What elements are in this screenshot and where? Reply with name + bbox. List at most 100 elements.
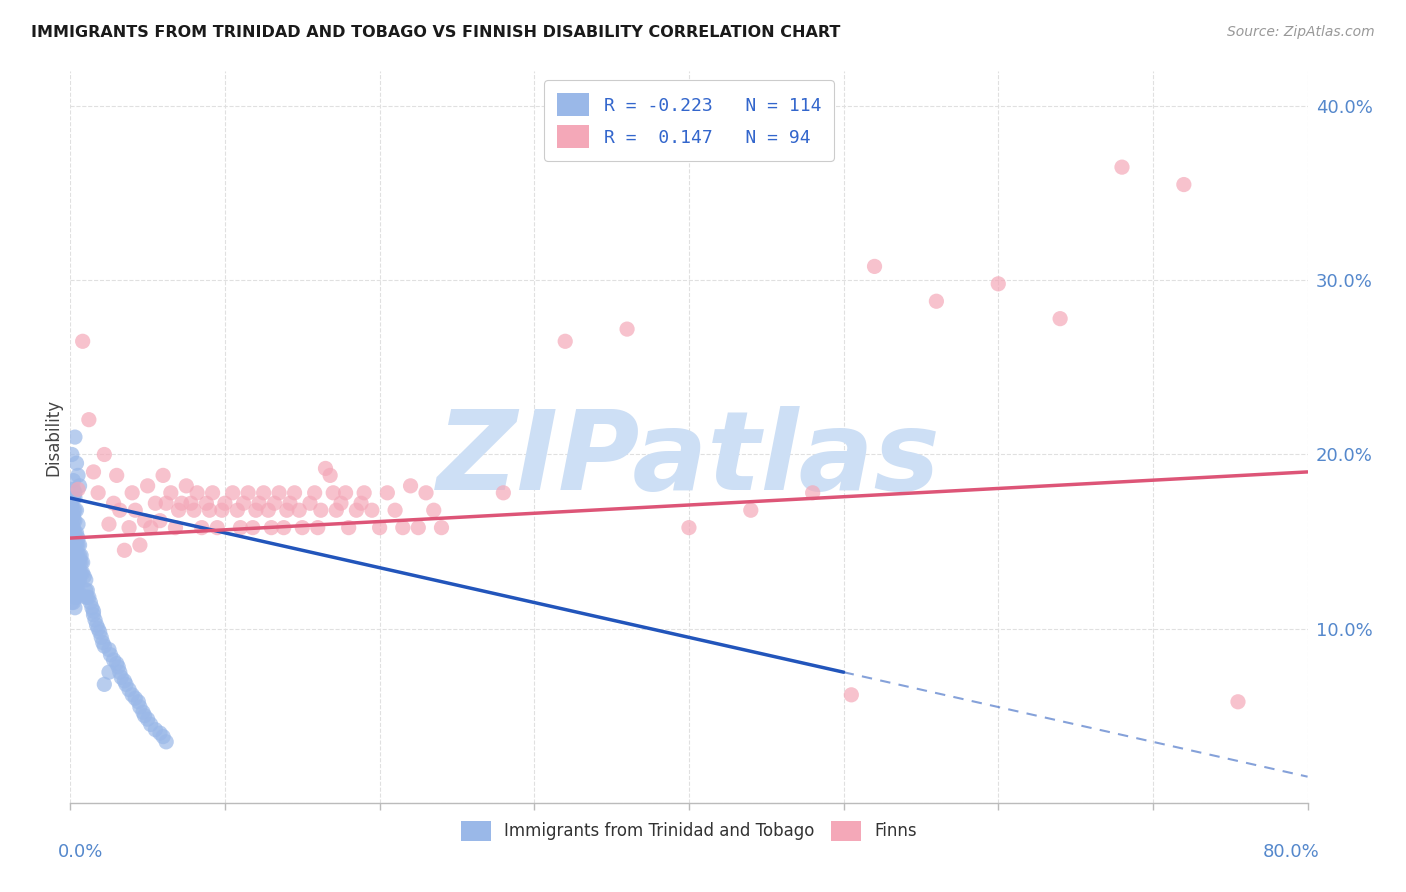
Y-axis label: Disability: Disability bbox=[44, 399, 62, 475]
Point bbox=[242, 521, 264, 535]
Point bbox=[90, 631, 112, 645]
Point bbox=[65, 583, 87, 598]
Point bbox=[384, 503, 406, 517]
Point bbox=[368, 521, 391, 535]
Point bbox=[63, 538, 86, 552]
Point bbox=[75, 583, 97, 598]
Point bbox=[67, 583, 90, 598]
Point bbox=[415, 485, 437, 500]
Point bbox=[145, 723, 166, 737]
Point bbox=[335, 485, 357, 500]
Point bbox=[105, 468, 128, 483]
Point bbox=[62, 587, 84, 601]
Point bbox=[108, 665, 131, 680]
Point bbox=[62, 508, 84, 523]
Point bbox=[987, 277, 1010, 291]
Point bbox=[291, 521, 314, 535]
Point bbox=[105, 657, 128, 671]
Point bbox=[108, 503, 131, 517]
Point bbox=[69, 479, 91, 493]
Point bbox=[186, 485, 208, 500]
Point bbox=[60, 543, 83, 558]
Point bbox=[62, 514, 84, 528]
Text: Source: ZipAtlas.com: Source: ZipAtlas.com bbox=[1227, 25, 1375, 39]
Point bbox=[65, 503, 87, 517]
Point bbox=[114, 543, 135, 558]
Point bbox=[63, 491, 86, 505]
Point bbox=[201, 485, 224, 500]
Point bbox=[121, 485, 143, 500]
Point bbox=[247, 496, 270, 510]
Point bbox=[160, 485, 183, 500]
Point bbox=[60, 448, 83, 462]
Point bbox=[145, 496, 166, 510]
Point bbox=[492, 485, 515, 500]
Point bbox=[82, 465, 105, 479]
Point bbox=[1049, 311, 1071, 326]
Point bbox=[136, 712, 159, 726]
Point bbox=[740, 503, 762, 517]
Point bbox=[65, 573, 87, 587]
Point bbox=[76, 591, 98, 605]
Point bbox=[304, 485, 326, 500]
Point bbox=[62, 560, 84, 574]
Point bbox=[67, 517, 90, 532]
Point bbox=[69, 566, 91, 580]
Point bbox=[309, 503, 332, 517]
Point bbox=[350, 496, 373, 510]
Point bbox=[62, 474, 84, 488]
Point bbox=[63, 583, 86, 598]
Point bbox=[93, 639, 115, 653]
Point bbox=[65, 456, 87, 470]
Point bbox=[337, 521, 360, 535]
Point bbox=[118, 521, 141, 535]
Point bbox=[67, 549, 90, 563]
Point bbox=[67, 538, 90, 552]
Point bbox=[107, 660, 129, 674]
Point bbox=[63, 556, 86, 570]
Point bbox=[60, 587, 83, 601]
Point bbox=[315, 461, 337, 475]
Point bbox=[229, 521, 252, 535]
Point bbox=[87, 485, 110, 500]
Point bbox=[65, 566, 87, 580]
Point bbox=[62, 578, 84, 592]
Point bbox=[63, 503, 86, 517]
Point bbox=[392, 521, 415, 535]
Point bbox=[62, 531, 84, 545]
Text: IMMIGRANTS FROM TRINIDAD AND TOBAGO VS FINNISH DISABILITY CORRELATION CHART: IMMIGRANTS FROM TRINIDAD AND TOBAGO VS F… bbox=[31, 25, 841, 40]
Point bbox=[260, 521, 283, 535]
Point bbox=[63, 591, 86, 605]
Point bbox=[98, 665, 120, 680]
Point bbox=[165, 521, 187, 535]
Point bbox=[132, 705, 155, 719]
Point bbox=[124, 691, 146, 706]
Point bbox=[801, 485, 824, 500]
Point bbox=[257, 503, 280, 517]
Point bbox=[70, 556, 93, 570]
Point bbox=[399, 479, 422, 493]
Point bbox=[134, 708, 156, 723]
Point bbox=[62, 503, 84, 517]
Point bbox=[174, 479, 197, 493]
Text: 0.0%: 0.0% bbox=[58, 843, 103, 861]
Point bbox=[288, 503, 311, 517]
Point bbox=[63, 573, 86, 587]
Point bbox=[198, 503, 221, 517]
Point bbox=[180, 496, 202, 510]
Point bbox=[63, 549, 86, 563]
Point bbox=[263, 496, 285, 510]
Point bbox=[245, 503, 267, 517]
Point bbox=[60, 534, 83, 549]
Point bbox=[72, 566, 94, 580]
Point bbox=[67, 556, 90, 570]
Point bbox=[139, 521, 162, 535]
Point bbox=[62, 491, 84, 505]
Point bbox=[67, 566, 90, 580]
Point bbox=[72, 556, 94, 570]
Point bbox=[62, 521, 84, 535]
Point bbox=[115, 677, 138, 691]
Point bbox=[408, 521, 430, 535]
Point bbox=[69, 538, 91, 552]
Point bbox=[75, 573, 97, 587]
